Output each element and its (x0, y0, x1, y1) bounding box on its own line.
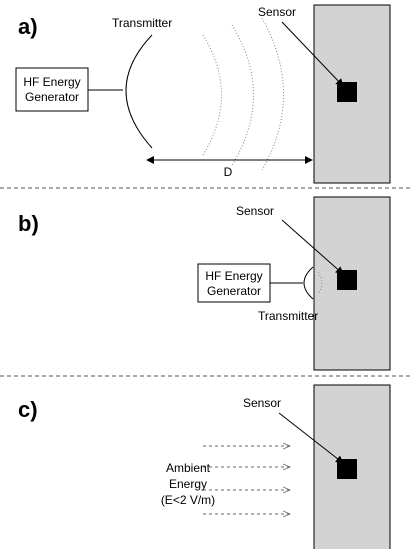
generator-text: HF Energy (23, 75, 80, 89)
transmitter-label: Transmitter (112, 16, 172, 30)
sensor-label: Sensor (258, 5, 296, 19)
generator-text: Generator (25, 90, 79, 104)
transmitter-dish (125, 34, 153, 149)
ambient-text: Ambient (166, 461, 211, 475)
sensor-box (337, 270, 357, 290)
sensor-box (337, 82, 357, 102)
wave (261, 17, 284, 171)
sensor-box (337, 459, 357, 479)
sensor-label: Sensor (243, 396, 281, 410)
distance-label: D (224, 165, 233, 179)
transmitter-dish (303, 266, 314, 300)
ambient-text: Energy (169, 477, 207, 491)
generator-text: HF Energy (205, 269, 262, 283)
wave (231, 24, 254, 166)
sensor-label: Sensor (236, 204, 274, 218)
wave (202, 34, 222, 156)
generator-text: Generator (207, 284, 261, 298)
generator-box (15, 67, 89, 112)
ambient-text: (E<2 V/m) (161, 493, 215, 507)
panel-label: a) (18, 14, 38, 39)
wave (317, 271, 323, 295)
sensor-pointer (281, 219, 344, 275)
transmitter-label: Transmitter (258, 309, 318, 323)
panel-label: c) (18, 397, 38, 422)
sensor-pointer (278, 412, 344, 464)
sensor-pointer (281, 21, 344, 87)
panel-label: b) (18, 211, 39, 236)
